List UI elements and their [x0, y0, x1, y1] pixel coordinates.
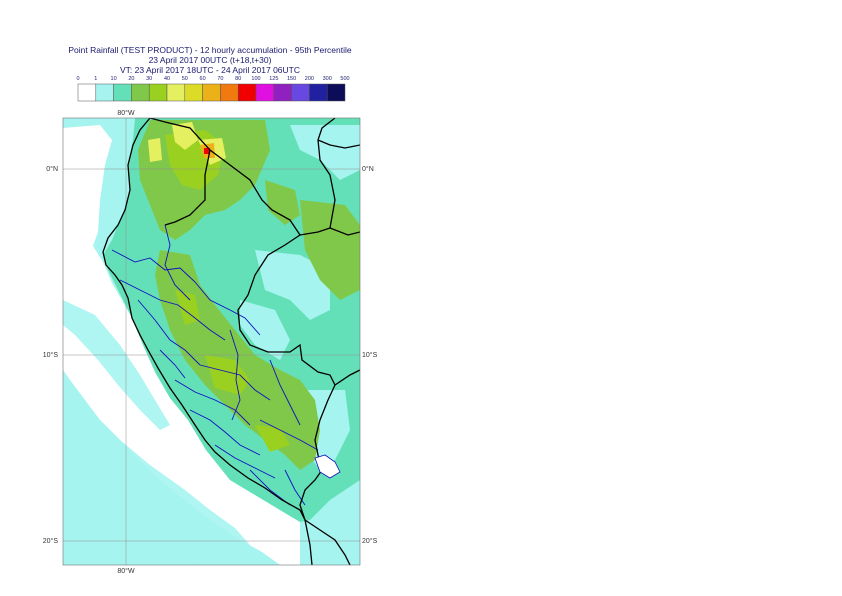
title-line-3: VT: 23 April 2017 18UTC - 24 April 2017 …	[119, 65, 300, 75]
heavy-rain-area	[255, 425, 290, 452]
ocean-streak	[63, 300, 170, 430]
lat-label-right-20s: 20°S	[362, 537, 378, 545]
color-legend: 0 1 10 20 30 40 50 60 70 80 100 125 150 200 300 500	[76, 76, 350, 102]
lon-label-top: 80°W	[117, 109, 135, 117]
legend-tick-label: 150	[287, 76, 296, 82]
legend-tick-label: 0	[76, 76, 79, 82]
moderate-rain-area	[265, 180, 300, 225]
map-frame	[62, 117, 361, 566]
legend-tick-label: 30	[146, 76, 152, 82]
lat-label-right-10s: 10°S	[362, 351, 378, 359]
low-rain-patch	[290, 125, 360, 180]
legend-tick-label: 40	[164, 76, 170, 82]
legend-swatch	[326, 83, 346, 102]
peak-rain-red	[204, 148, 210, 154]
heavy-rain-area	[175, 290, 200, 325]
lake-titicaca	[314, 454, 341, 479]
title-line-2: 23 April 2017 00UTC (t+18,t+30)	[148, 55, 272, 65]
legend-tick-label: 300	[323, 76, 332, 82]
peak-rain-yellow	[148, 138, 162, 162]
lat-label-left-10s: 10°S	[43, 351, 59, 359]
heavy-rain-area	[205, 355, 250, 395]
lat-label-left-0: 0°N	[46, 165, 58, 173]
legend-tick-label: 60	[200, 76, 206, 82]
lat-label-left-20s: 20°S	[43, 537, 59, 545]
legend-tick-label: 1	[94, 76, 97, 82]
legend-tick-label: 10	[111, 76, 117, 82]
legend-tick-label: 100	[251, 76, 260, 82]
legend-tick-label: 50	[182, 76, 188, 82]
graticule	[63, 118, 360, 565]
ocean-streak	[63, 520, 200, 565]
national-borders	[102, 118, 360, 565]
lon-label-bottom: 80°W	[117, 567, 135, 575]
legend-tick-label: 70	[217, 76, 223, 82]
low-rain-patch	[255, 250, 330, 320]
ocean-streak	[63, 395, 250, 545]
legend-tick-label: 200	[305, 76, 314, 82]
legend-tick-label: 125	[269, 76, 278, 82]
map-content	[63, 118, 360, 565]
moderate-rain-area	[300, 200, 360, 300]
title-line-1: Point Rainfall (TEST PRODUCT) - 12 hourl…	[68, 45, 352, 55]
legend-tick-label: 20	[128, 76, 134, 82]
legend-tick-label: 80	[235, 76, 241, 82]
legend-tick-label: 500	[340, 76, 349, 82]
low-rain-patch	[240, 300, 290, 360]
lat-label-right-0: 0°N	[362, 165, 374, 173]
